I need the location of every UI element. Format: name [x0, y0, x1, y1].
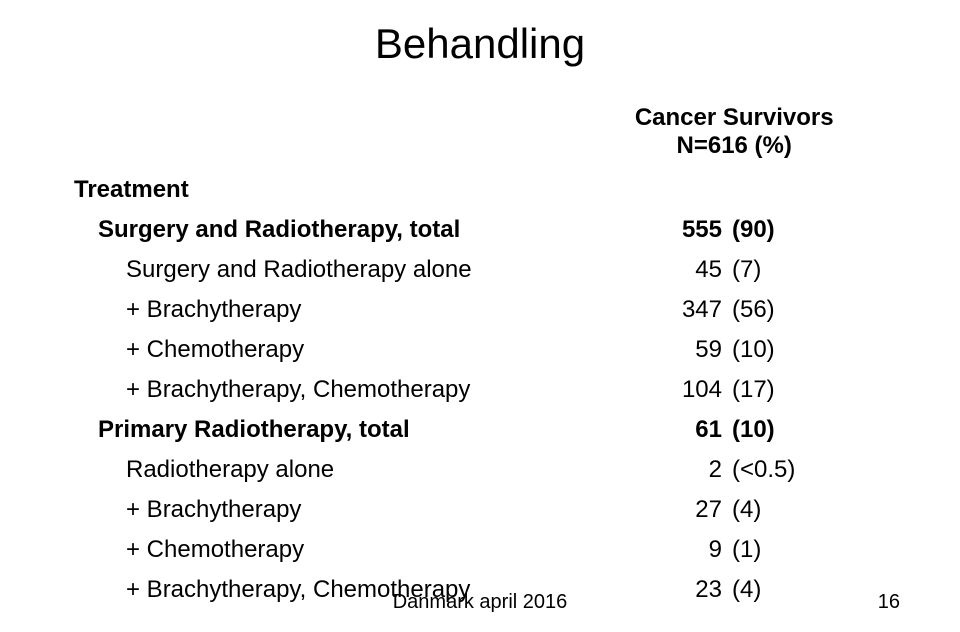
row-n: 27 — [578, 490, 726, 530]
row-n: 9 — [578, 530, 726, 570]
header-line2: N=616 (%) — [677, 132, 792, 159]
row-n: 45 — [578, 250, 726, 290]
page-number: 16 — [878, 591, 900, 614]
section-row: Treatment — [70, 170, 890, 210]
table-row: + Chemotherapy59(10) — [70, 330, 890, 370]
row-pct: (4) — [726, 490, 890, 530]
row-label: + Brachytherapy — [70, 290, 578, 330]
row-n: 104 — [578, 370, 726, 410]
footer-text: Danmark april 2016 — [0, 591, 960, 614]
table-row: + Chemotherapy9(1) — [70, 530, 890, 570]
table-row: + Brachytherapy27(4) — [70, 490, 890, 530]
row-n: 555 — [578, 210, 726, 250]
row-label: Radiotherapy alone — [70, 450, 578, 490]
row-n: 2 — [578, 450, 726, 490]
table-row: Radiotherapy alone2(<0.5) — [70, 450, 890, 490]
row-pct: (7) — [726, 250, 890, 290]
row-pct: (56) — [726, 290, 890, 330]
row-label: Surgery and Radiotherapy alone — [70, 250, 578, 290]
table-row: + Brachytherapy347(56) — [70, 290, 890, 330]
row-label: + Brachytherapy, Chemotherapy — [70, 370, 578, 410]
header-line1: Cancer Survivors — [635, 104, 834, 131]
table-row: + Brachytherapy, Chemotherapy104(17) — [70, 370, 890, 410]
row-pct: (90) — [726, 210, 890, 250]
row-label: Surgery and Radiotherapy, total — [70, 210, 578, 250]
row-label: + Brachytherapy — [70, 490, 578, 530]
slide-title: Behandling — [70, 20, 890, 68]
row-pct: (10) — [726, 410, 890, 450]
row-n: 59 — [578, 330, 726, 370]
table-row: Surgery and Radiotherapy alone45(7) — [70, 250, 890, 290]
section-label: Treatment — [70, 170, 578, 210]
row-label: + Chemotherapy — [70, 330, 578, 370]
row-pct: (17) — [726, 370, 890, 410]
treatment-table: Cancer Survivors N=616 (%) Treatment Sur… — [70, 98, 890, 610]
table-row: Primary Radiotherapy, total61(10) — [70, 410, 890, 450]
table-header-row: Cancer Survivors N=616 (%) — [70, 98, 890, 170]
row-label: Primary Radiotherapy, total — [70, 410, 578, 450]
table-row: Surgery and Radiotherapy, total555(90) — [70, 210, 890, 250]
row-pct: (<0.5) — [726, 450, 890, 490]
row-n: 347 — [578, 290, 726, 330]
row-label: + Chemotherapy — [70, 530, 578, 570]
row-pct: (10) — [726, 330, 890, 370]
row-pct: (1) — [726, 530, 890, 570]
row-n: 61 — [578, 410, 726, 450]
